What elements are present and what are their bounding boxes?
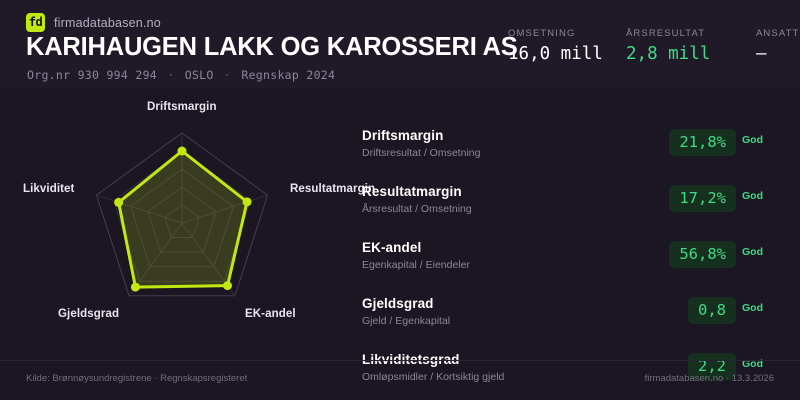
metric-formula: Driftsresultat / Omsetning xyxy=(362,147,481,159)
radar-axis-label-driftsmargin: Driftsmargin xyxy=(147,101,217,113)
metric-row: Driftsmargin Driftsresultat / Omsetning … xyxy=(362,128,782,167)
metric-formula: Egenkapital / Eiendeler xyxy=(362,259,470,271)
radar-spoke xyxy=(96,194,183,224)
radar-grid-ring xyxy=(130,168,234,268)
metric-rating-badge: God xyxy=(742,134,763,146)
brand[interactable]: fd firmadatabasen.no xyxy=(26,13,161,32)
radar-data-point xyxy=(222,281,232,291)
metric-row: Resultatmargin Årsresultat / Omsetning 1… xyxy=(362,184,782,223)
firmadatabasen-logo-icon: fd xyxy=(26,13,45,32)
metric-rating-badge: God xyxy=(742,246,763,258)
metric-name: Resultatmargin xyxy=(362,184,462,199)
metric-value-badge: 17,2% xyxy=(669,185,736,212)
metric-value-badge: 21,8% xyxy=(669,129,736,156)
footer-credit: firmadatabasen.no · 13.3.2026 xyxy=(644,373,774,384)
radar-grid-ring xyxy=(112,150,252,282)
page-header: fd firmadatabasen.no KARIHAUGEN LAKK OG … xyxy=(0,0,800,88)
company-meta: Org.nr 930 994 294 · OSLO · Regnskap 202… xyxy=(27,68,335,82)
metric-row: EK-andel Egenkapital / Eiendeler 56,8% G… xyxy=(362,240,782,279)
metrics-list: Driftsmargin Driftsresultat / Omsetning … xyxy=(362,128,782,391)
radar-axis-label-resultatmargin: Resultatmargin xyxy=(290,183,376,195)
radar-grid-ring xyxy=(164,204,200,239)
radar-axis-label-gjeldsgrad: Gjeldsgrad xyxy=(58,308,120,320)
radar-axis-label-likviditet: Likviditet xyxy=(23,183,75,195)
radar-grid-ring xyxy=(95,132,269,297)
radar-axis-label-ek-andel: EK-andel xyxy=(245,308,296,320)
company-accounting-year: Regnskap 2024 xyxy=(241,68,336,82)
metric-formula: Gjeld / Egenkapital xyxy=(362,315,451,327)
radar-grid-ring xyxy=(147,186,217,253)
radar-data-point xyxy=(242,197,252,207)
metric-value-badge: 0,8 xyxy=(688,297,736,324)
company-city: OSLO xyxy=(184,68,214,82)
metric-name: EK-andel xyxy=(362,240,422,255)
metric-rating-badge: God xyxy=(742,358,763,370)
metric-row: Gjeldsgrad Gjeld / Egenkapital 0,8 God xyxy=(362,296,782,335)
radar-series-points xyxy=(114,146,252,292)
footer-divider xyxy=(0,360,800,361)
metric-formula: Omløpsmidler / Kortsiktig gjeld xyxy=(362,371,505,383)
metric-value-badge: 56,8% xyxy=(669,241,736,268)
footer-source: Kilde: Brønnøysundregistrene · Regnskaps… xyxy=(26,373,248,384)
radar-chart: Driftsmargin Resultatmargin EK-andel Gje… xyxy=(0,88,375,353)
meta-separator-1: · xyxy=(167,68,175,82)
company-orgnr: Org.nr 930 994 294 xyxy=(27,68,158,82)
metric-value-badge: 2,2 xyxy=(688,353,736,380)
metric-row: Likviditetsgrad Omløpsmidler / Kortsikti… xyxy=(362,352,782,391)
page-title: KARIHAUGEN LAKK OG KAROSSERI AS xyxy=(26,33,518,61)
brand-site-name: firmadatabasen.no xyxy=(54,15,161,30)
radar-data-point xyxy=(177,146,187,156)
radar-grid xyxy=(95,132,269,297)
metric-name: Driftsmargin xyxy=(362,128,444,143)
metric-name: Gjeldsgrad xyxy=(362,296,434,311)
metric-formula: Årsresultat / Omsetning xyxy=(362,203,472,215)
radar-data-point xyxy=(114,197,124,207)
radar-data-point xyxy=(130,282,140,292)
radar-series-area xyxy=(117,149,249,289)
metric-rating-badge: God xyxy=(742,190,763,202)
radar-chart-svg xyxy=(95,132,269,297)
metric-name: Likviditetsgrad xyxy=(362,352,460,367)
meta-separator-2: · xyxy=(223,68,232,82)
metric-rating-badge: God xyxy=(742,302,763,314)
radar-spoke xyxy=(181,194,268,224)
